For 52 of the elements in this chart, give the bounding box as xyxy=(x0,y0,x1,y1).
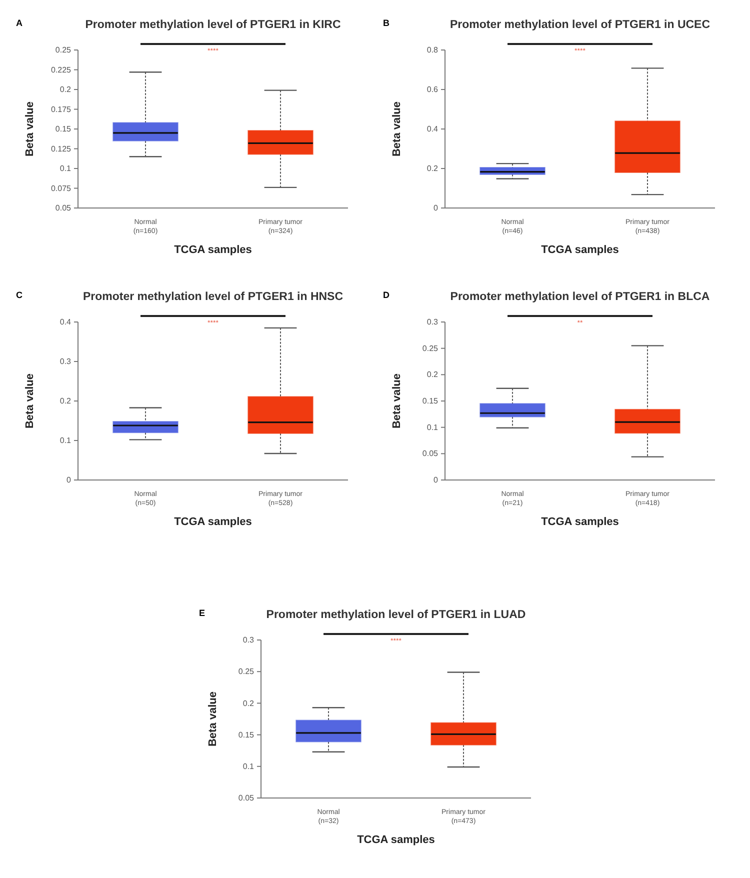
chart-title: Promoter methylation level of PTGER1 in KIRC xyxy=(85,19,341,31)
y-tick-label: 0.2 xyxy=(426,370,439,380)
y-tick-label: 0.3 xyxy=(60,357,72,366)
y-tick-label: 0.05 xyxy=(422,449,439,458)
text: D xyxy=(383,290,390,300)
x-axis-title: TCGA samples xyxy=(541,516,619,528)
y-tick-label: 0.25 xyxy=(55,46,72,55)
x-axis-title: TCGA samples xyxy=(174,516,252,528)
y-tick-label: 0.25 xyxy=(422,344,439,353)
text: A xyxy=(16,18,23,28)
y-tick-label: 0.2 xyxy=(60,85,72,94)
y-tick-label: 0.6 xyxy=(426,85,439,94)
y-axis-title: Beta value xyxy=(24,373,36,429)
y-axis-title: Beta value xyxy=(207,691,219,747)
y-tick-label: 0.15 xyxy=(422,396,439,406)
chart-title: Promoter methylation level of PTGER1 in LUAD xyxy=(266,609,526,621)
y-tick-label: 0 xyxy=(66,476,72,485)
y-tick-label: 0.125 xyxy=(50,144,72,154)
y-tick-label: 0.075 xyxy=(50,184,72,193)
y-tick-label: 0.8 xyxy=(426,46,439,55)
y-axis-title: Beta value xyxy=(391,373,403,429)
chart-title: Promoter methylation level of PTGER1 in HNSC xyxy=(82,291,344,303)
y-axis-title: Beta value xyxy=(391,101,403,157)
y-tick-label: 0.3 xyxy=(426,318,439,327)
y-tick-label: 0.2 xyxy=(426,164,439,174)
text: C xyxy=(16,290,23,300)
y-tick-label: 0.05 xyxy=(55,204,72,213)
y-tick-label: 0.225 xyxy=(50,65,72,74)
y-tick-label: 0.2 xyxy=(242,698,255,708)
chart-title: Promoter methylation level of PTGER1 in UCEC xyxy=(450,19,710,31)
y-tick-label: 0.05 xyxy=(238,794,255,803)
y-tick-label: 0.1 xyxy=(426,422,439,432)
y-tick-label: 0.25 xyxy=(238,667,255,676)
y-tick-label: 0.3 xyxy=(242,636,255,645)
y-tick-label: 0.15 xyxy=(55,124,72,134)
y-tick-label: 0.15 xyxy=(238,730,255,740)
text: E xyxy=(199,608,206,618)
y-tick-label: 0.175 xyxy=(50,104,72,114)
y-tick-label: 0 xyxy=(434,476,439,485)
text: B xyxy=(383,18,390,28)
chart-title: Promoter methylation level of PTGER1 in BLCA xyxy=(450,291,710,303)
y-tick-label: 0.4 xyxy=(426,124,439,134)
y-axis-title: Beta value xyxy=(24,101,36,157)
y-tick-label: 0 xyxy=(434,204,439,213)
x-axis-title: TCGA samples xyxy=(174,244,252,256)
y-tick-label: 0.1 xyxy=(60,436,72,446)
y-tick-label: 0.2 xyxy=(60,396,72,406)
y-tick-label: 0.1 xyxy=(60,164,72,174)
x-axis-title: TCGA samples xyxy=(541,244,619,256)
y-tick-label: 0.1 xyxy=(242,762,255,771)
x-axis-title: TCGA samples xyxy=(357,834,435,846)
y-tick-label: 0.4 xyxy=(60,318,72,327)
